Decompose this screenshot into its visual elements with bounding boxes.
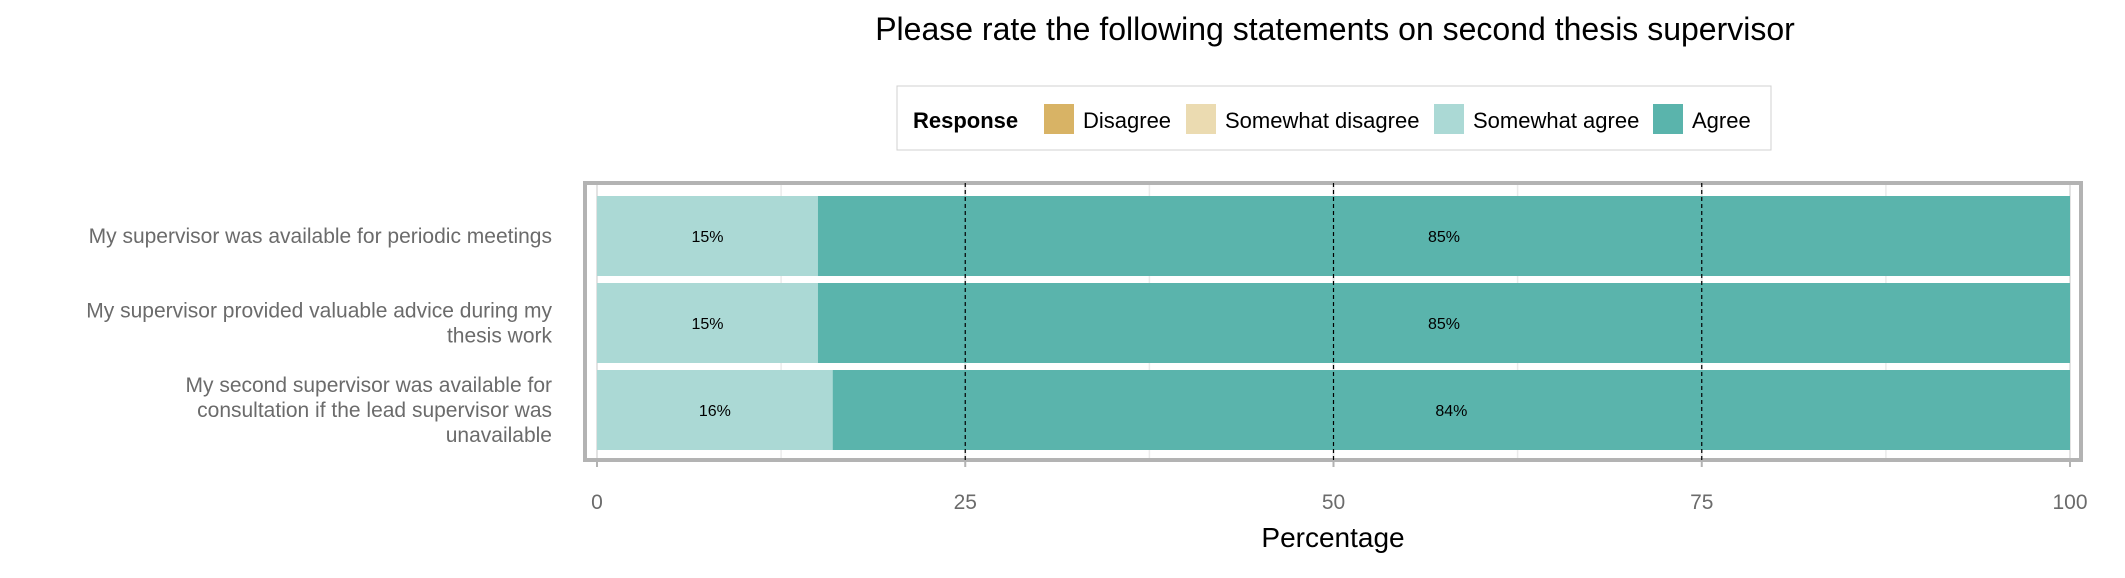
category-label: consultation if the lead supervisor was (197, 399, 552, 422)
x-tick-label-0: 0 (591, 491, 603, 514)
category-label: My second supervisor was available for (186, 374, 553, 397)
category-label: My supervisor provided valuable advice d… (86, 300, 552, 323)
bar-3-2 (832, 370, 2071, 450)
x-tick-label-3: 75 (1690, 491, 1713, 514)
legend-label-0: Disagree (1083, 108, 1171, 133)
legend-label-1: Somewhat disagree (1225, 108, 1419, 133)
x-tick-label-2: 50 (1322, 491, 1345, 514)
legend-label-3: Agree (1692, 108, 1751, 133)
legend-key-3 (1653, 104, 1683, 134)
data-label-3-1: 85% (1428, 316, 1460, 333)
bar-2-1 (597, 283, 818, 363)
data-label-3-2: 84% (1435, 403, 1467, 420)
category-label: thesis work (447, 325, 553, 348)
bar-3-0 (817, 196, 2071, 276)
data-label-2-1: 15% (691, 316, 723, 333)
bar-2-2 (597, 370, 833, 450)
chart-title: Please rate the following statements on … (875, 11, 1795, 47)
legend-label-2: Somewhat agree (1473, 108, 1639, 133)
category-label: My supervisor was available for periodic… (89, 225, 552, 248)
legend-title: Response (913, 108, 1018, 133)
data-label-3-0: 85% (1428, 229, 1460, 246)
category-label: unavailable (446, 424, 552, 447)
legend-box (896, 85, 1772, 151)
bar-3-1 (817, 283, 2071, 363)
bar-2-0 (597, 196, 818, 276)
data-label-2-2: 16% (699, 403, 731, 420)
data-label-2-0: 15% (691, 229, 723, 246)
x-tick-label-4: 100 (2052, 491, 2087, 514)
x-axis-title: Percentage (1261, 522, 1404, 553)
legend-key-0 (1044, 104, 1074, 134)
x-tick-label-1: 25 (954, 491, 977, 514)
legend-key-1 (1186, 104, 1216, 134)
legend-key-2 (1434, 104, 1464, 134)
